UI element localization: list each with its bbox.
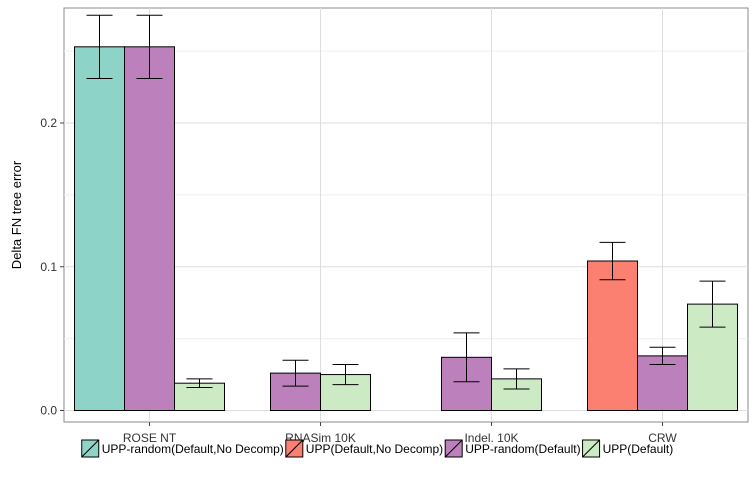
bar [588, 261, 638, 411]
bar [75, 47, 125, 411]
legend-label: UPP-random(Default,No Decomp) [102, 442, 284, 456]
y-axis-title: Delta FN tree error [9, 160, 24, 269]
legend-label: UPP(Default,No Decomp) [306, 442, 443, 456]
bar [125, 47, 175, 411]
y-tick-label: 0.1 [40, 260, 57, 274]
y-tick-label: 0.0 [40, 404, 57, 418]
legend-label: UPP(Default) [603, 442, 674, 456]
legend-label: UPP-random(Default) [465, 442, 580, 456]
y-tick-label: 0.2 [40, 116, 57, 130]
y-axis: 0.0 0.1 0.2 [40, 116, 64, 418]
legend: UPP-random(Default,No Decomp) UPP(Default… [82, 440, 674, 457]
